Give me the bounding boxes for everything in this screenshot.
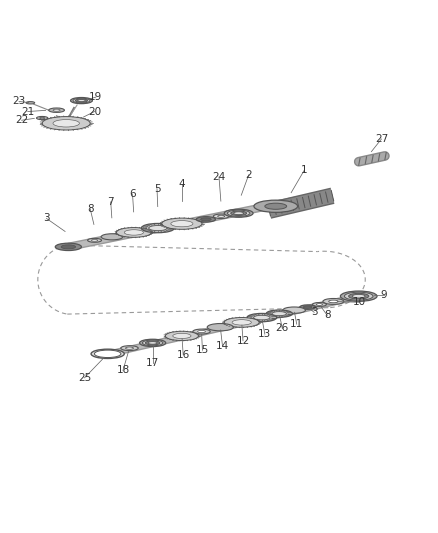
- Ellipse shape: [88, 238, 102, 243]
- Ellipse shape: [224, 209, 253, 217]
- Ellipse shape: [55, 243, 81, 251]
- Text: 5: 5: [154, 184, 160, 194]
- Text: 18: 18: [117, 366, 130, 375]
- Ellipse shape: [42, 117, 90, 130]
- Text: 8: 8: [324, 310, 331, 320]
- Text: 17: 17: [146, 358, 159, 368]
- Ellipse shape: [303, 306, 312, 308]
- Ellipse shape: [53, 119, 79, 127]
- Ellipse shape: [193, 329, 210, 334]
- Ellipse shape: [254, 316, 270, 320]
- Ellipse shape: [231, 211, 247, 215]
- Ellipse shape: [53, 109, 60, 111]
- Ellipse shape: [340, 291, 377, 301]
- Text: 8: 8: [87, 204, 93, 214]
- Text: 3: 3: [43, 214, 50, 223]
- Ellipse shape: [61, 245, 76, 249]
- Ellipse shape: [101, 234, 123, 240]
- Ellipse shape: [312, 303, 326, 306]
- Ellipse shape: [283, 307, 305, 313]
- Text: 9: 9: [381, 290, 387, 300]
- Ellipse shape: [162, 218, 202, 229]
- Text: 25: 25: [78, 373, 91, 383]
- Ellipse shape: [78, 100, 85, 102]
- Ellipse shape: [117, 228, 151, 237]
- Text: 22: 22: [15, 115, 28, 125]
- Text: 20: 20: [88, 107, 101, 117]
- Ellipse shape: [198, 330, 205, 333]
- Ellipse shape: [218, 215, 225, 217]
- Ellipse shape: [71, 98, 92, 103]
- Ellipse shape: [328, 300, 338, 303]
- Ellipse shape: [149, 225, 167, 231]
- Ellipse shape: [213, 214, 229, 219]
- Ellipse shape: [247, 313, 277, 322]
- Ellipse shape: [232, 320, 251, 325]
- Ellipse shape: [316, 304, 322, 305]
- Text: 14: 14: [216, 341, 229, 351]
- Ellipse shape: [121, 346, 138, 351]
- Ellipse shape: [265, 203, 287, 209]
- Ellipse shape: [95, 350, 121, 358]
- Ellipse shape: [254, 200, 297, 212]
- Text: 16: 16: [177, 350, 190, 360]
- Ellipse shape: [36, 117, 48, 119]
- Ellipse shape: [145, 341, 160, 345]
- Text: 24: 24: [212, 172, 226, 182]
- Ellipse shape: [196, 216, 215, 222]
- Ellipse shape: [141, 223, 174, 233]
- Text: 6: 6: [129, 189, 136, 199]
- Text: 15: 15: [196, 345, 209, 356]
- Text: 23: 23: [12, 96, 26, 107]
- Ellipse shape: [165, 332, 198, 341]
- Ellipse shape: [201, 218, 211, 221]
- Text: 10: 10: [353, 297, 366, 308]
- Text: 7: 7: [107, 197, 114, 207]
- Ellipse shape: [300, 305, 315, 309]
- Ellipse shape: [207, 324, 233, 331]
- Ellipse shape: [349, 293, 369, 299]
- Text: 11: 11: [290, 319, 304, 329]
- Ellipse shape: [126, 347, 134, 349]
- Text: 3: 3: [311, 308, 318, 317]
- Ellipse shape: [140, 339, 166, 346]
- Ellipse shape: [173, 333, 191, 338]
- Text: 4: 4: [179, 179, 185, 189]
- Ellipse shape: [227, 210, 250, 216]
- Text: 19: 19: [89, 92, 102, 102]
- Ellipse shape: [124, 230, 144, 235]
- Text: 13: 13: [258, 329, 272, 339]
- Ellipse shape: [73, 98, 90, 103]
- Ellipse shape: [272, 312, 286, 316]
- Text: 21: 21: [21, 107, 35, 117]
- Text: 26: 26: [276, 324, 289, 334]
- Ellipse shape: [323, 298, 344, 304]
- Ellipse shape: [91, 349, 124, 359]
- Ellipse shape: [352, 294, 365, 298]
- Text: 27: 27: [375, 134, 388, 144]
- Ellipse shape: [26, 102, 35, 104]
- Text: 2: 2: [245, 170, 252, 180]
- Ellipse shape: [49, 108, 64, 112]
- Ellipse shape: [142, 340, 163, 346]
- Ellipse shape: [148, 342, 157, 344]
- Ellipse shape: [224, 318, 259, 327]
- Ellipse shape: [39, 117, 45, 119]
- Text: 1: 1: [301, 165, 307, 175]
- Ellipse shape: [75, 99, 88, 102]
- Ellipse shape: [233, 212, 244, 215]
- Ellipse shape: [171, 221, 193, 227]
- Text: 12: 12: [237, 336, 250, 346]
- Ellipse shape: [344, 292, 373, 300]
- Ellipse shape: [92, 239, 98, 241]
- Ellipse shape: [266, 310, 292, 317]
